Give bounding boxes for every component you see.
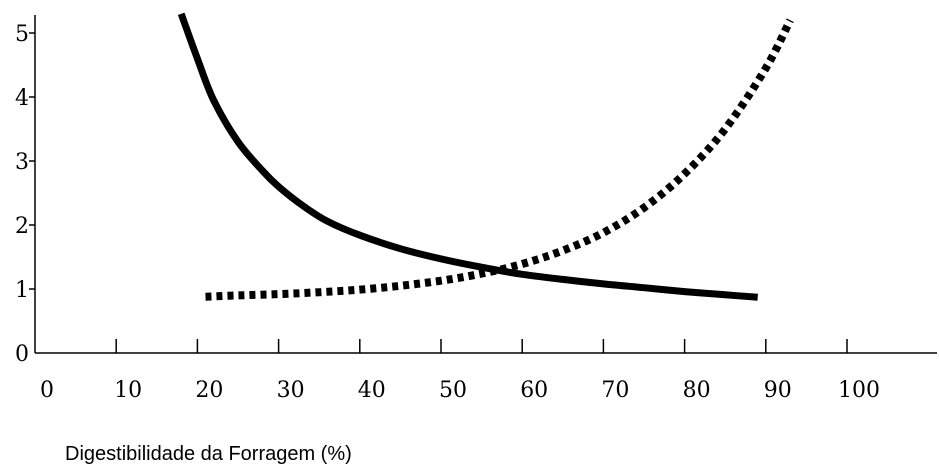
solid-series-line [177, 12, 758, 301]
x-axis-title: Digestibilidade da Forragem (%) [65, 443, 352, 465]
y-tick-label: 2 [15, 214, 29, 239]
x-tick-label: 30 [277, 378, 305, 403]
x-tick-label: 50 [439, 378, 467, 403]
x-tick-label: 70 [601, 378, 629, 403]
dotted-series-line [205, 18, 794, 301]
x-tick-label: 100 [838, 378, 880, 403]
x-tick-label: 90 [764, 378, 792, 403]
y-tick-label: 4 [15, 86, 29, 111]
series-layer [177, 12, 794, 301]
y-tick-label: 1 [15, 278, 29, 303]
y-tick-label: 3 [15, 150, 29, 175]
x-tick-label: 10 [114, 378, 142, 403]
y-tick-label: 0 [15, 342, 29, 367]
x-tick-label: 60 [520, 378, 548, 403]
x-tick-label: 0 [40, 378, 54, 403]
x-tick-label: 40 [358, 378, 386, 403]
x-tick-label: 20 [195, 378, 223, 403]
y-tick-label: 5 [15, 22, 29, 47]
x-tick-label: 80 [683, 378, 711, 403]
